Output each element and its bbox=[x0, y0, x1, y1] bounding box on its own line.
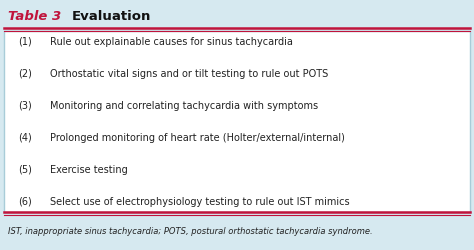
Text: Orthostatic vital signs and or tilt testing to rule out POTS: Orthostatic vital signs and or tilt test… bbox=[50, 69, 328, 79]
FancyBboxPatch shape bbox=[4, 31, 470, 212]
Text: (1): (1) bbox=[18, 37, 32, 47]
Text: Select use of electrophysiology testing to rule out IST mimics: Select use of electrophysiology testing … bbox=[50, 197, 350, 207]
Text: (6): (6) bbox=[18, 197, 32, 207]
Text: Table 3: Table 3 bbox=[8, 10, 61, 22]
Text: (2): (2) bbox=[18, 69, 32, 79]
Text: Evaluation: Evaluation bbox=[72, 10, 151, 22]
Text: (4): (4) bbox=[18, 133, 32, 143]
Text: Rule out explainable causes for sinus tachycardia: Rule out explainable causes for sinus ta… bbox=[50, 37, 293, 47]
Text: Monitoring and correlating tachycardia with symptoms: Monitoring and correlating tachycardia w… bbox=[50, 101, 318, 111]
Text: (5): (5) bbox=[18, 165, 32, 175]
Text: Prolonged monitoring of heart rate (Holter/external/internal): Prolonged monitoring of heart rate (Holt… bbox=[50, 133, 345, 143]
Text: IST, inappropriate sinus tachycardia; POTS, postural orthostatic tachycardia syn: IST, inappropriate sinus tachycardia; PO… bbox=[8, 228, 373, 236]
Text: (3): (3) bbox=[18, 101, 32, 111]
Text: Exercise testing: Exercise testing bbox=[50, 165, 128, 175]
